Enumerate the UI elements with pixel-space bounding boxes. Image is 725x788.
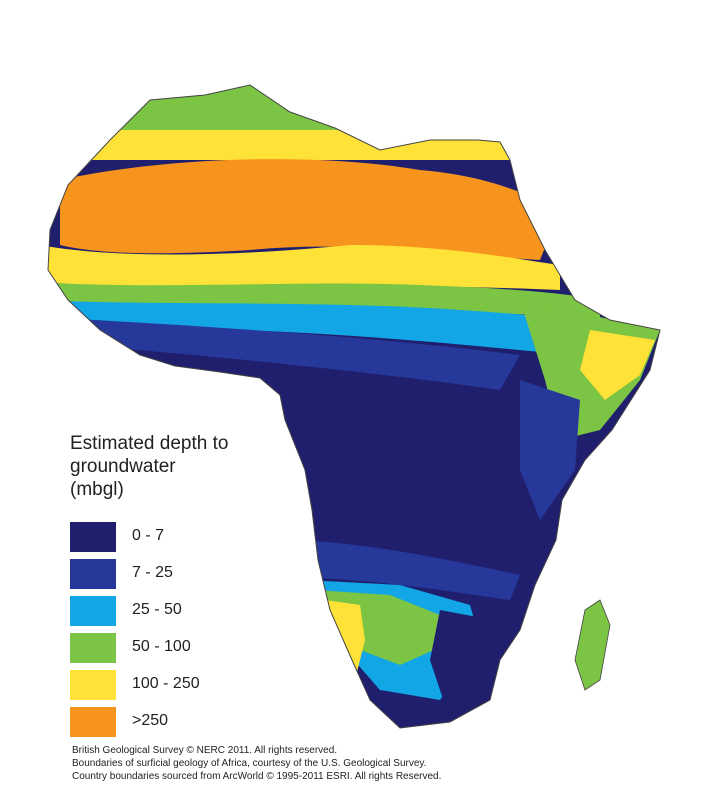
zone-west-band [60, 318, 520, 390]
legend-swatch [70, 522, 116, 552]
legend-title: Estimated depth to groundwater (mbgl) [70, 433, 229, 500]
zone-namib-yellow [325, 600, 365, 680]
legend-label: 7 - 25 [132, 564, 173, 581]
legend-swatch [70, 670, 116, 700]
zone-east-blue [520, 380, 580, 520]
legend-swatch [70, 559, 116, 589]
credit-line: British Geological Survey © NERC 2011. A… [72, 745, 338, 756]
legend-item-0-7: 0 - 7 [70, 522, 330, 552]
madagascar [574, 599, 611, 691]
zone-se-dark [430, 610, 520, 705]
credit-line: Boundaries of surficial geology of Afric… [72, 758, 427, 769]
zone-horn-yellow [580, 330, 655, 400]
legend-label: >250 [132, 712, 169, 729]
zone-north-coast [48, 85, 660, 140]
legend-item-25-50: 25 - 50 [70, 596, 330, 626]
legend-swatch [70, 633, 116, 663]
legend-label: 25 - 50 [132, 601, 182, 618]
credit-line: Country boundaries sourced from ArcWorld… [72, 771, 442, 782]
legend-item-50-100: 50 - 100 [70, 633, 330, 663]
legend-swatch [70, 596, 116, 626]
legend-label: 100 - 250 [132, 675, 200, 692]
zone-sahel-blue [48, 300, 640, 360]
legend-swatch [70, 707, 116, 737]
zone-sahara-fringe [48, 130, 660, 160]
zone-sahara [60, 159, 560, 260]
zone-sahel-yellow [48, 245, 560, 291]
zone-sahel-green [48, 282, 600, 318]
legend-item-100-250: 100 - 250 [70, 670, 330, 700]
legend-label: 50 - 100 [132, 638, 191, 655]
legend-item-7-25: 7 - 25 [70, 559, 330, 589]
legend-item-over-250: >250 [70, 707, 330, 737]
zone-south-band [300, 540, 520, 600]
legend-label: 0 - 7 [132, 527, 165, 544]
credits: British Geological Survey © NERC 2011. A… [72, 744, 441, 783]
